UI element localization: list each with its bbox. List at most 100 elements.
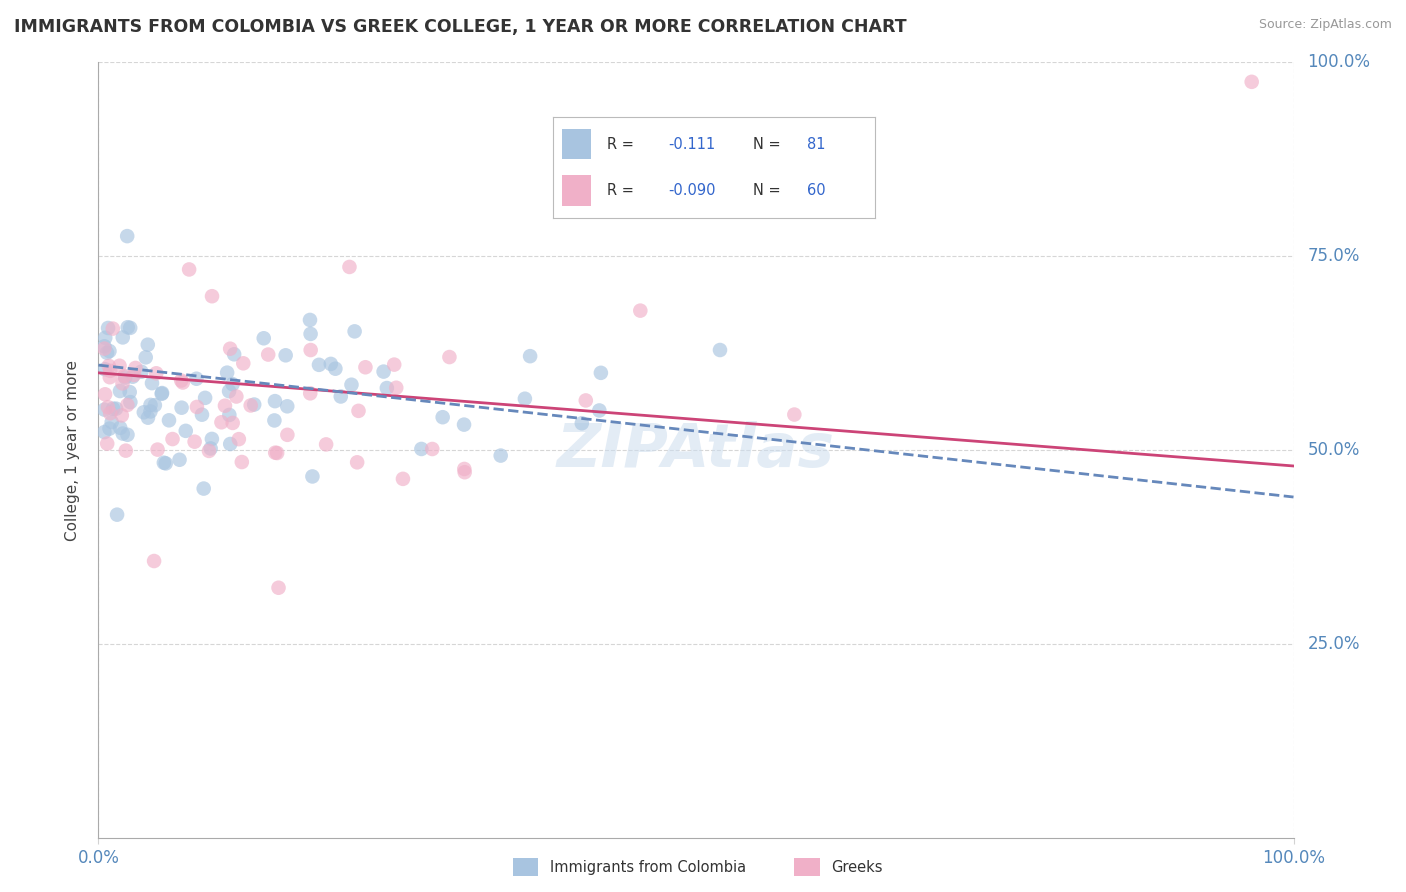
Point xyxy=(308,358,330,372)
Point xyxy=(301,469,323,483)
Point xyxy=(117,398,139,412)
Point xyxy=(98,406,121,420)
Point xyxy=(124,361,146,376)
Point xyxy=(191,408,214,422)
Point xyxy=(340,377,363,392)
Point xyxy=(94,387,117,401)
Point xyxy=(214,399,236,413)
Point xyxy=(276,427,298,442)
Point xyxy=(219,437,242,451)
Point xyxy=(120,321,142,335)
Point xyxy=(183,434,205,449)
Point xyxy=(131,365,153,379)
Point xyxy=(132,405,155,419)
Point xyxy=(513,392,536,406)
Point xyxy=(224,347,246,361)
Point xyxy=(105,508,128,522)
Point xyxy=(97,321,120,335)
Point xyxy=(179,262,201,277)
Point xyxy=(382,358,405,372)
Point xyxy=(108,359,131,373)
Point xyxy=(347,404,370,418)
Point xyxy=(135,351,157,365)
Point xyxy=(98,364,121,378)
Point xyxy=(108,421,131,435)
Point xyxy=(198,444,221,458)
Point xyxy=(589,366,612,380)
Point xyxy=(231,455,253,469)
Point xyxy=(453,417,475,432)
Point xyxy=(111,426,134,441)
Point xyxy=(628,303,651,318)
Point xyxy=(709,343,731,357)
Point xyxy=(299,343,322,357)
Point xyxy=(221,377,243,392)
Point xyxy=(454,465,477,479)
Point xyxy=(136,410,159,425)
Point xyxy=(141,376,163,391)
Point xyxy=(118,385,141,400)
Point xyxy=(299,386,322,401)
Point xyxy=(575,393,598,408)
Text: Source: ZipAtlas.com: Source: ZipAtlas.com xyxy=(1258,18,1392,31)
Point xyxy=(218,408,240,422)
Point xyxy=(153,456,176,470)
Point xyxy=(298,313,321,327)
Point xyxy=(120,395,142,409)
Point xyxy=(315,437,337,451)
Point xyxy=(170,374,193,388)
Point xyxy=(411,442,433,456)
Point xyxy=(139,398,162,412)
Text: Immigrants from Colombia: Immigrants from Colombia xyxy=(550,860,745,874)
Point xyxy=(174,424,197,438)
Point xyxy=(170,401,193,415)
Point xyxy=(111,376,134,391)
Point xyxy=(115,229,138,244)
Point xyxy=(243,398,266,412)
Point xyxy=(439,350,461,364)
Point xyxy=(319,357,342,371)
Point xyxy=(420,442,443,456)
Point xyxy=(217,366,239,380)
Point xyxy=(172,376,194,390)
Point xyxy=(267,581,290,595)
Point xyxy=(101,401,124,416)
Point xyxy=(219,342,242,356)
Point xyxy=(150,386,173,401)
Point xyxy=(783,408,806,422)
Point xyxy=(162,432,184,446)
Point xyxy=(112,369,135,384)
Point xyxy=(97,359,120,373)
Point xyxy=(117,320,139,334)
Point xyxy=(145,366,167,380)
Point xyxy=(299,326,322,341)
Point xyxy=(276,399,298,413)
Point xyxy=(329,390,352,404)
Point xyxy=(221,416,243,430)
Text: IMMIGRANTS FROM COLOMBIA VS GREEK COLLEGE, 1 YEAR OR MORE CORRELATION CHART: IMMIGRANTS FROM COLOMBIA VS GREEK COLLEG… xyxy=(14,18,907,36)
Point xyxy=(157,413,180,427)
Point xyxy=(143,398,166,412)
Point xyxy=(94,331,117,345)
Point xyxy=(93,402,115,417)
Text: 75.0%: 75.0% xyxy=(1308,247,1360,266)
Point xyxy=(239,399,262,413)
Point xyxy=(343,324,366,338)
Point xyxy=(143,554,166,568)
Text: ZIPAtlas: ZIPAtlas xyxy=(557,421,835,480)
Point xyxy=(274,348,297,362)
Point xyxy=(218,384,240,399)
Point xyxy=(98,422,121,436)
Point xyxy=(93,339,115,353)
Point xyxy=(93,342,115,356)
Point xyxy=(392,472,415,486)
Point xyxy=(136,337,159,351)
Point xyxy=(432,410,454,425)
Point xyxy=(253,331,276,345)
Point xyxy=(94,362,117,376)
Point xyxy=(111,409,134,423)
Point xyxy=(108,384,131,398)
Point xyxy=(155,456,177,470)
Point xyxy=(121,369,143,384)
Point xyxy=(186,372,208,386)
